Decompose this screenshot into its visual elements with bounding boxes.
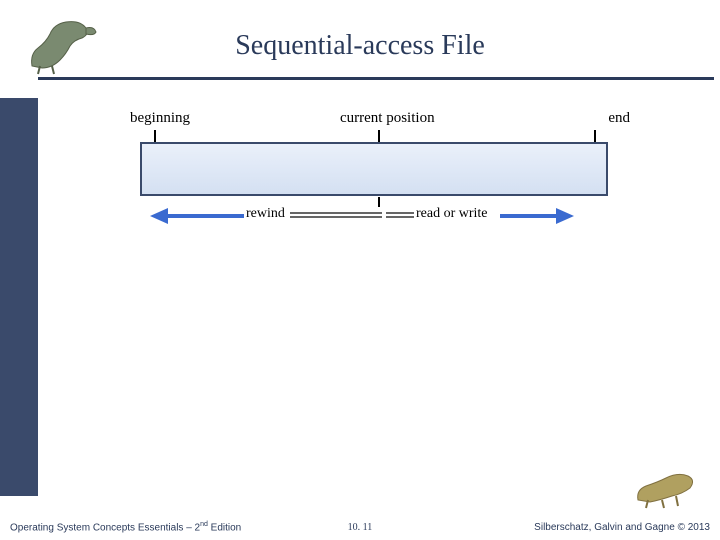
readwrite-arrow-shaft — [500, 214, 558, 218]
file-box — [140, 142, 608, 196]
footer-left-sup: nd — [200, 521, 208, 528]
readwrite-rail-top — [386, 212, 414, 214]
left-sidebar — [0, 98, 38, 496]
title-underline — [38, 77, 714, 80]
readwrite-arrow-head — [556, 208, 574, 224]
readwrite-rail-bottom — [386, 216, 414, 218]
tick-end — [594, 130, 596, 142]
label-end: end — [608, 110, 630, 127]
footer-left-suffix: Edition — [208, 522, 241, 533]
label-read-or-write: read or write — [416, 206, 488, 222]
tick-current — [378, 130, 380, 142]
footer-left-prefix: Operating System Concepts Essentials – 2 — [10, 522, 200, 533]
rewind-rail-bottom — [290, 216, 382, 218]
footer-copyright: Silberschatz, Galvin and Gagne © 2013 — [477, 522, 710, 533]
footer-left: Operating System Concepts Essentials – 2… — [10, 521, 243, 533]
footer-page-number: 10. 11 — [243, 522, 476, 533]
dinosaur-logo-bottom — [630, 460, 710, 510]
rewind-rail-top — [290, 212, 382, 214]
label-current-position: current position — [340, 110, 435, 127]
tick-beginning — [154, 130, 156, 142]
sequential-access-diagram: beginning current position end rewind re… — [130, 110, 630, 270]
footer: Operating System Concepts Essentials – 2… — [0, 514, 720, 540]
label-beginning: beginning — [130, 110, 190, 127]
label-rewind: rewind — [246, 206, 285, 222]
operations-row: rewind read or write — [138, 206, 612, 228]
rewind-arrow-shaft — [166, 214, 244, 218]
dinosaur-logo-top — [20, 8, 110, 78]
